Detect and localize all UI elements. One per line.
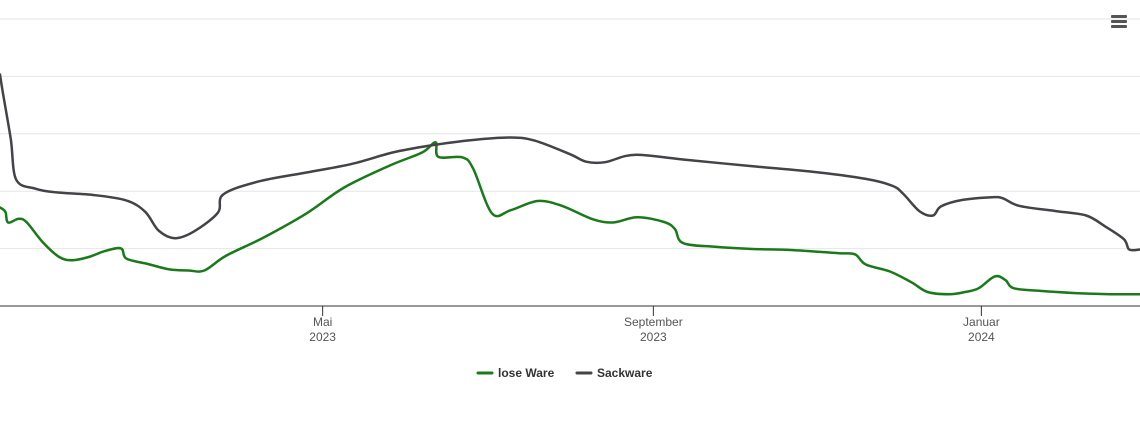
x-tick-label-month: September xyxy=(624,315,683,329)
series-line-sackware xyxy=(0,73,1140,252)
legend-item-lose-ware[interactable]: lose Ware xyxy=(476,366,555,380)
x-tick-label-month: Januar xyxy=(963,315,1000,329)
legend-label: lose Ware xyxy=(498,366,555,380)
hamburger-menu-icon xyxy=(1111,25,1127,28)
x-tick-label-month: Mai xyxy=(313,315,332,329)
grid-lines xyxy=(0,18,1140,250)
hamburger-menu-icon xyxy=(1111,20,1127,23)
legend-label: Sackware xyxy=(597,366,653,380)
legend[interactable]: lose Ware Sackware xyxy=(476,366,653,380)
series-line-lose-ware xyxy=(0,141,1140,296)
x-tick-label-year: 2024 xyxy=(968,330,995,344)
chart-menu-button[interactable] xyxy=(1106,10,1132,34)
legend-item-sackware[interactable]: Sackware xyxy=(575,366,653,380)
x-tick-label-year: 2023 xyxy=(640,330,667,344)
hamburger-menu-icon xyxy=(1111,15,1127,18)
series-group xyxy=(0,73,1140,296)
x-tick-label-year: 2023 xyxy=(309,330,336,344)
